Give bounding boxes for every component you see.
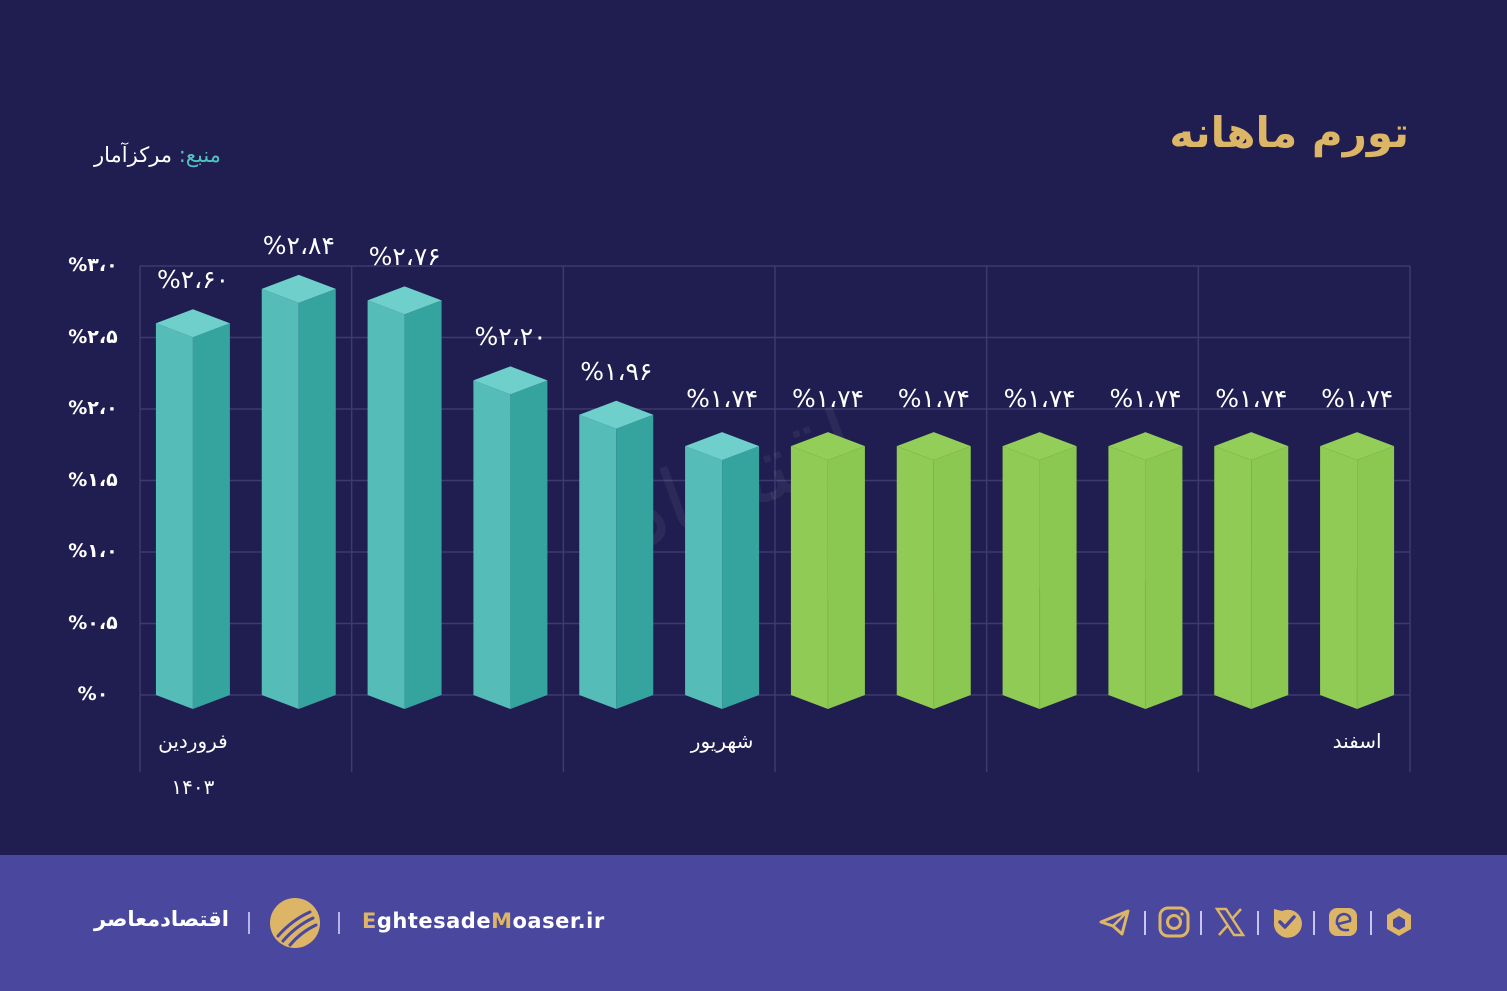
value-label: %۱،۷۴ <box>1215 384 1288 413</box>
value-label: %۱،۷۴ <box>791 384 865 413</box>
divider <box>1200 911 1202 935</box>
y-tick-label: %۲،۵ <box>68 325 118 348</box>
chart-grid <box>139 265 1411 772</box>
bar <box>261 274 336 709</box>
y-tick-label: %۱،۰ <box>68 540 118 562</box>
value-label: %۱،۹۶ <box>580 356 653 386</box>
telegram-icon[interactable] <box>1098 905 1132 939</box>
divider <box>1144 911 1146 935</box>
x-icon[interactable] <box>1213 905 1247 939</box>
bar <box>579 400 654 709</box>
bar <box>1002 432 1077 709</box>
bar <box>367 286 442 709</box>
x-axis-label: اسفند <box>1332 729 1382 753</box>
rubika-icon[interactable] <box>1382 905 1416 939</box>
bar <box>155 309 230 709</box>
bale-icon[interactable] <box>1270 905 1304 939</box>
source-value: مرکزآمار <box>94 143 173 167</box>
instagram-icon[interactable] <box>1157 905 1191 939</box>
brand-logo-icon <box>270 898 320 948</box>
value-label: %۲،۶۰ <box>156 265 230 295</box>
bar <box>1108 432 1183 709</box>
source-label: منبع: <box>178 143 221 167</box>
divider <box>1313 911 1315 935</box>
brand-name-fa: اقتصادمعاصر <box>94 907 229 931</box>
bar <box>685 432 760 709</box>
value-label: %۱،۷۴ <box>897 384 970 413</box>
y-tick-label: %۱،۵ <box>68 468 118 491</box>
value-label: %۲،۲۰ <box>474 322 547 352</box>
value-label: %۱،۷۴ <box>686 384 759 413</box>
bar <box>473 366 548 709</box>
bar <box>1214 432 1289 709</box>
chart-panel: تورم ماهانه منبع: مرکزآمار اقتصاد %۳،۰ %۲… <box>68 108 1411 799</box>
divider <box>248 912 250 934</box>
brand-url[interactable]: EghtesadeMoaser.ir <box>362 909 605 933</box>
footer: اقتصادمعاصر EghtesadeMoaser.ir <box>0 855 1507 991</box>
value-label: %۲،۷۶ <box>368 242 441 272</box>
x-axis-year-label: ۱۴۰۳ <box>171 775 215 799</box>
y-tick-label: %۳،۰ <box>68 254 118 276</box>
value-label: %۲،۸۴ <box>262 230 335 260</box>
y-tick-label: %۰،۵ <box>68 611 118 634</box>
divider <box>1370 911 1372 935</box>
page-title: تورم ماهانه <box>1169 108 1409 157</box>
bar-chart: اقتصاد <box>139 265 1411 772</box>
y-tick-label: %۰ <box>77 683 109 705</box>
y-tick-label: %۲،۰ <box>68 397 118 419</box>
bar <box>790 432 865 709</box>
x-axis-label: شهریور <box>690 729 754 753</box>
value-label: %۱،۷۴ <box>1321 384 1394 413</box>
value-label: %۱،۷۴ <box>1003 384 1076 413</box>
value-label: %۱،۷۴ <box>1109 384 1182 413</box>
bar-series <box>155 274 1395 709</box>
source-note: منبع: مرکزآمار <box>94 143 221 167</box>
eitaa-icon[interactable] <box>1326 905 1360 939</box>
x-axis-label: فروردین <box>158 729 228 753</box>
divider <box>338 912 340 934</box>
bar <box>1320 432 1395 709</box>
divider <box>1257 911 1259 935</box>
bar <box>896 432 971 709</box>
